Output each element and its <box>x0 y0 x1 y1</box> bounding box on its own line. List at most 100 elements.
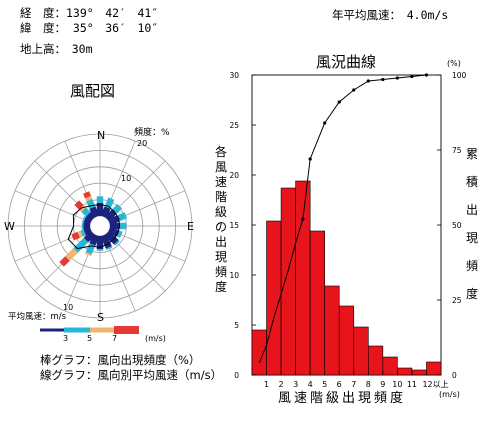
hist-bar-6-7 <box>338 305 355 376</box>
hist-x-tick-label: 12以上 <box>422 380 448 389</box>
rose-bar-NNW-5to7 <box>85 195 93 202</box>
rose-bar-N-lt3 <box>96 202 104 216</box>
rose-bar-E-3to5 <box>119 222 127 230</box>
rose-bar-SW-3to5 <box>73 237 89 253</box>
rose-bar-WNW-3to5 <box>81 216 86 223</box>
rose-spoke <box>14 190 91 223</box>
hist-title: 風況曲線 <box>316 53 377 71</box>
rose-ring-label-20: 20 <box>137 139 148 148</box>
rose-mean-speed-line <box>67 204 121 250</box>
hist-cumulative-point <box>352 88 356 92</box>
rose-frequency-unit: 頻度：% <box>134 128 170 138</box>
hist-right-tick-label: 0 <box>452 371 457 380</box>
hist-right-tick-label: 50 <box>452 221 462 230</box>
rose-bar-SSE-lt3 <box>100 233 112 249</box>
hist-x-tick-label: 9 <box>380 380 385 389</box>
rose-direction-s: S <box>97 311 104 324</box>
rose-bar-N-3to5 <box>96 196 104 203</box>
rose-bar-SW-5to7 <box>65 248 78 261</box>
rose-direction-n: N <box>97 129 106 142</box>
rose-bar-ENE-lt3 <box>107 215 120 226</box>
hist-right-tick-label: 25 <box>452 296 462 305</box>
rose-bar-SW-lt3 <box>83 230 96 243</box>
hist-bar-1-2 <box>266 220 282 376</box>
hist-x-tick-label: 2 <box>279 380 284 389</box>
speed-legend-tick-7: 7 <box>112 334 118 343</box>
rose-bar-S-3to5 <box>96 249 104 251</box>
rose-direction-w: W <box>4 220 15 233</box>
rose-bar-ENE-3to5 <box>117 212 128 222</box>
hist-x-tick-label: 10 <box>392 380 402 389</box>
hist-bar-2-3 <box>280 187 296 376</box>
rose-bar-NW-3to5 <box>81 207 91 217</box>
rose-spoke <box>109 229 186 262</box>
rose-speed-ring-label: 10 <box>63 303 74 312</box>
rose-title: 風配図 <box>70 82 116 100</box>
speed-legend-segment-gt7 <box>114 326 139 334</box>
hist-cumulative-point <box>395 76 399 80</box>
hist-x-tick-label: 11 <box>407 380 417 389</box>
rose-bar-WSW-3to5 <box>80 229 86 237</box>
hist-cumulative-point <box>323 121 327 125</box>
rose-bar-NNW-gt7 <box>83 191 92 199</box>
hist-bar-12以上 <box>426 361 442 376</box>
hist-left-tick-label: 25 <box>229 121 239 130</box>
hist-ylabel-right: 累積出現頻度 <box>465 147 478 301</box>
hist-left-tick-label: 5 <box>234 321 239 330</box>
hist-left-tick-label: 0 <box>234 371 239 380</box>
rose-bar-NW-lt3 <box>85 211 96 222</box>
hist-cumulative-point <box>381 77 385 82</box>
hist-bar-7-8 <box>353 326 369 376</box>
hist-ylabel-left: 各風速階級の出現頻度 <box>214 145 227 294</box>
hist-right-tick-label: 100 <box>452 71 467 80</box>
hist-cumulative-point <box>410 74 414 79</box>
hist-bar-9-10 <box>382 356 398 376</box>
hist-left-tick-label: 20 <box>229 171 239 180</box>
hist-x-tick-label: 4 <box>308 380 313 389</box>
speed-legend-tick-3: 3 <box>63 334 69 343</box>
hist-cumulative-point <box>337 100 341 104</box>
hist-left-tick-label: 10 <box>229 271 239 280</box>
rose-bar-SSW-lt3 <box>89 233 100 246</box>
rose-bar-S-lt3 <box>96 236 104 250</box>
hist-left-tick-label: 30 <box>229 71 239 80</box>
longitude-label: 経 度：139° 42′ 41″ <box>20 6 159 20</box>
speed-legend-segment-3to5 <box>64 327 90 333</box>
rose-bar-SSW-5to7 <box>85 252 92 257</box>
hist-x-tick-label: 6 <box>337 380 342 389</box>
rose-speed-label: 平均風速：m/s <box>8 312 67 322</box>
hist-left-tick-label: 15 <box>229 221 239 230</box>
annual-mean-speed-label: 年平均風速： 4.0m/s <box>332 8 449 22</box>
speed-legend-unit: (m/s) <box>145 334 166 343</box>
rose-bar-SE-lt3 <box>104 230 119 245</box>
hist-right-unit: (%) <box>447 59 461 68</box>
rose-bar-E-lt3 <box>110 222 120 230</box>
hist-x-tick-label: 5 <box>322 380 327 389</box>
hist-bar-4-5 <box>309 230 325 376</box>
hist-x-tick-label: 1 <box>264 380 269 389</box>
rose-ring-label-10: 10 <box>121 174 132 183</box>
hist-cumulative-line <box>258 74 427 364</box>
rose-bar-SE-3to5 <box>114 240 120 246</box>
speed-legend-segment-5to7 <box>90 327 114 333</box>
rose-bar-SSE-3to5 <box>105 246 113 251</box>
rose-bar-W-3to5 <box>81 222 84 230</box>
rose-bar-SW-gt7 <box>59 256 70 267</box>
hist-bar-5-6 <box>324 285 340 376</box>
legend-bar-graph: 棒グラフ：風向出現頻度（%） <box>40 353 201 367</box>
hist-bar-0-1 <box>251 329 267 376</box>
hist-bar-10-11 <box>397 367 413 376</box>
rose-direction-e: E <box>187 220 194 233</box>
latitude-label: 緯 度： 35° 36′ 10″ <box>20 21 159 35</box>
hist-bar-3-4 <box>295 180 311 376</box>
legend-line-graph: 線グラフ：風向別平均風速（m/s） <box>40 368 223 382</box>
hist-bar-8-9 <box>368 345 384 376</box>
hist-cumulative-point <box>366 79 370 83</box>
hist-x-tick-label: 3 <box>293 380 298 389</box>
hist-cumulative-point <box>301 217 305 221</box>
rose-bar-WSW-gt7 <box>71 231 80 241</box>
rose-bar-NNW-lt3 <box>89 206 100 219</box>
hist-cumulative-point <box>308 157 312 161</box>
